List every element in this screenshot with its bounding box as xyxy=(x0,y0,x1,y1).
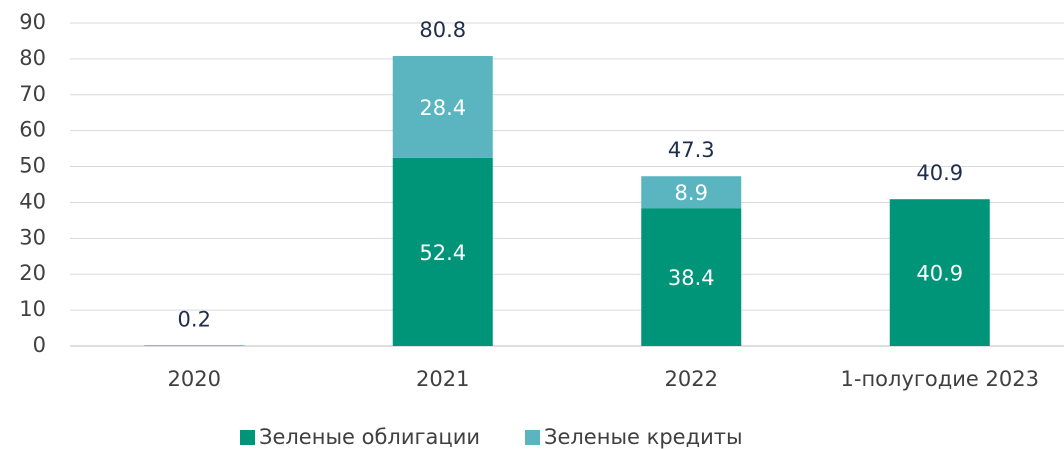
segment-label: 28.4 xyxy=(419,96,466,120)
legend-swatch xyxy=(240,430,255,445)
x-tick-label: 2020 xyxy=(168,367,221,391)
y-tick-label: 0 xyxy=(33,333,46,357)
y-tick-label: 50 xyxy=(19,154,46,178)
bar-segment xyxy=(392,56,493,158)
total-label: 80.8 xyxy=(419,18,466,42)
x-tick-label: 1-полугодие 2023 xyxy=(841,367,1039,391)
segment-label: 52.4 xyxy=(419,241,466,265)
y-tick-label: 60 xyxy=(19,118,46,142)
segment-label: 38.4 xyxy=(668,266,715,290)
bar-segment xyxy=(392,157,493,346)
segment-label: 8.9 xyxy=(675,181,708,205)
legend-label: Зеленые облигации xyxy=(259,425,480,449)
x-tick-label: 2022 xyxy=(665,367,718,391)
y-tick-label: 90 xyxy=(19,10,46,34)
bar-segment xyxy=(889,199,990,346)
legend-label: Зеленые кредиты xyxy=(544,425,743,449)
y-tick-label: 30 xyxy=(19,225,46,249)
y-tick-label: 40 xyxy=(19,189,46,213)
x-tick-label: 2021 xyxy=(416,367,469,391)
y-tick-label: 80 xyxy=(19,46,46,70)
legend-swatch xyxy=(525,430,540,445)
y-tick-label: 70 xyxy=(19,82,46,106)
y-tick-label: 10 xyxy=(19,297,46,321)
y-tick-label: 20 xyxy=(19,261,46,285)
segment-label: 40.9 xyxy=(916,262,963,286)
total-label: 40.9 xyxy=(916,161,963,185)
total-label: 0.2 xyxy=(178,307,211,331)
bar-segment xyxy=(641,208,742,346)
bar-segment xyxy=(641,176,742,209)
total-label: 47.3 xyxy=(668,138,715,162)
